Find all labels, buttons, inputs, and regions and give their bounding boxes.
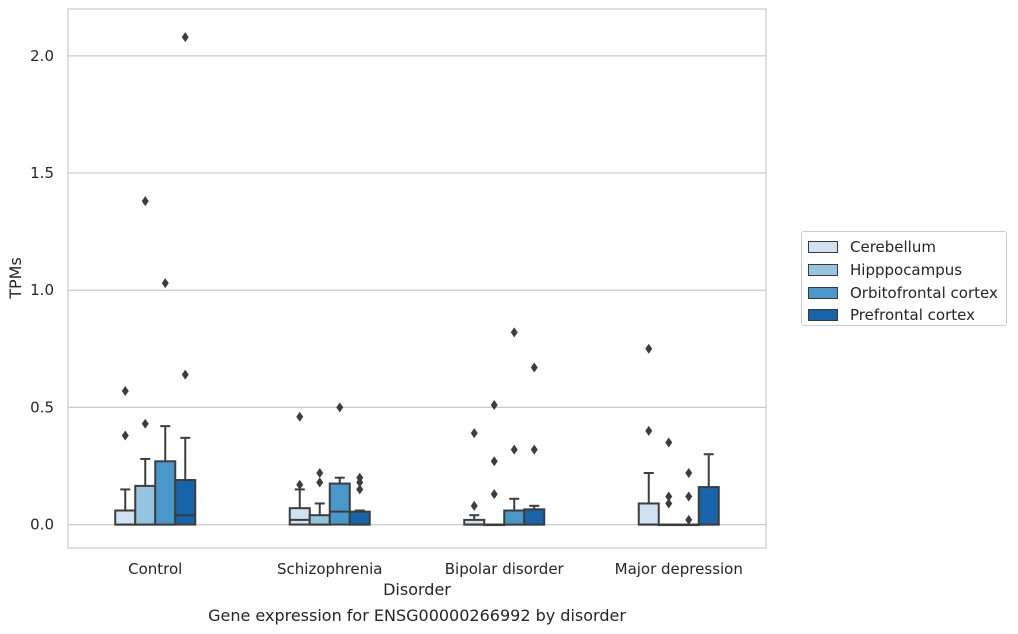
outlier-point (296, 411, 304, 422)
legend-swatch (808, 264, 838, 277)
box-prefrontal-cortex (174, 436, 197, 526)
y-tick-label: 0.5 (30, 398, 54, 416)
box-body (637, 502, 660, 526)
outlier-point (121, 385, 129, 396)
boxes (114, 425, 720, 527)
box-body (288, 507, 311, 526)
box-body (697, 486, 720, 526)
outlier-point (141, 418, 149, 429)
figure-caption: Gene expression for ENSG00000266992 by d… (208, 606, 626, 625)
box-body (134, 484, 157, 526)
outlier-point (645, 343, 653, 354)
outlier-point (356, 484, 364, 495)
outlier-point (356, 472, 364, 483)
box-body (154, 460, 177, 526)
outlier-point (316, 468, 324, 479)
x-tick-labels: Control Schizophrenia Bipolar disorder Majo… (128, 560, 743, 578)
outlier-point (490, 489, 498, 500)
box-prefrontal-cortex (697, 453, 720, 526)
y-axis-label: TPMs (6, 257, 25, 300)
y-tick-label: 1.0 (30, 281, 54, 299)
legend: Cerebellum Hipppocampus Orbitofrontal co… (801, 231, 1007, 326)
box-body (308, 514, 331, 526)
outlier-point (296, 479, 304, 490)
y-tick-label: 1.5 (30, 164, 54, 182)
box-body (114, 509, 137, 526)
legend-item-cerebellum: Cerebellum (808, 236, 1006, 259)
box-cerebellum (114, 488, 137, 526)
outlier-point (685, 491, 693, 502)
x-axis-label: Disorder (383, 580, 451, 599)
box-body (174, 479, 197, 526)
box-body (348, 510, 371, 526)
legend-swatch (808, 241, 838, 254)
box-hipppocampus (657, 523, 680, 527)
box-hipppocampus (134, 457, 157, 526)
legend-swatch (808, 286, 838, 299)
outlier-point (665, 491, 673, 502)
outlier-point (181, 369, 189, 380)
outlier-point (161, 278, 169, 289)
box-prefrontal-cortex (523, 504, 546, 526)
legend-item-orbitofrontal-cortex: Orbitofrontal cortex (808, 281, 1006, 304)
box-cerebellum (637, 472, 660, 526)
legend-item-hippocampus: Hipppocampus (808, 259, 1006, 282)
box-hipppocampus (308, 502, 331, 526)
outlier-point (510, 327, 518, 338)
outlier-point (685, 514, 693, 525)
box-orbitofrontal-cortex (328, 476, 351, 526)
legend-swatch (808, 309, 838, 322)
outlier-point (510, 444, 518, 455)
legend-item-prefrontal-cortex: Prefrontal cortex (808, 304, 1006, 327)
outliers (121, 32, 693, 525)
outlier-point (685, 468, 693, 479)
box-orbitofrontal-cortex (154, 425, 177, 526)
legend-label: Hipppocampus (850, 261, 963, 280)
box-body (328, 482, 351, 526)
y-tick-labels: 0.0 0.5 1.0 1.5 2.0 (30, 47, 54, 534)
legend-label: Cerebellum (850, 238, 936, 257)
outlier-point (490, 456, 498, 467)
x-tick-label: Control (128, 560, 182, 578)
outlier-point (470, 428, 478, 439)
box-hipppocampus (483, 523, 506, 527)
box-body (503, 509, 526, 526)
box-body (523, 508, 546, 526)
legend-label: Prefrontal cortex (850, 306, 975, 325)
outlier-point (665, 437, 673, 448)
outlier-point (470, 500, 478, 511)
box-cerebellum (463, 514, 486, 526)
outlier-point (141, 196, 149, 207)
outlier-point (181, 32, 189, 43)
legend-label: Orbitofrontal cortex (850, 283, 998, 302)
y-tick-label: 2.0 (30, 47, 54, 65)
outlier-point (121, 430, 129, 441)
outlier-point (665, 498, 673, 509)
outlier-point (645, 425, 653, 436)
x-tick-label: Schizophrenia (277, 560, 382, 578)
outlier-point (336, 402, 344, 413)
outlier-point (490, 400, 498, 411)
y-tick-label: 0.0 (30, 516, 54, 534)
x-tick-label: Major depression (615, 560, 743, 578)
outlier-point (530, 362, 538, 373)
x-tick-label: Bipolar disorder (445, 560, 565, 578)
outlier-point (530, 444, 538, 455)
outlier-point (316, 477, 324, 488)
box-prefrontal-cortex (348, 509, 371, 526)
